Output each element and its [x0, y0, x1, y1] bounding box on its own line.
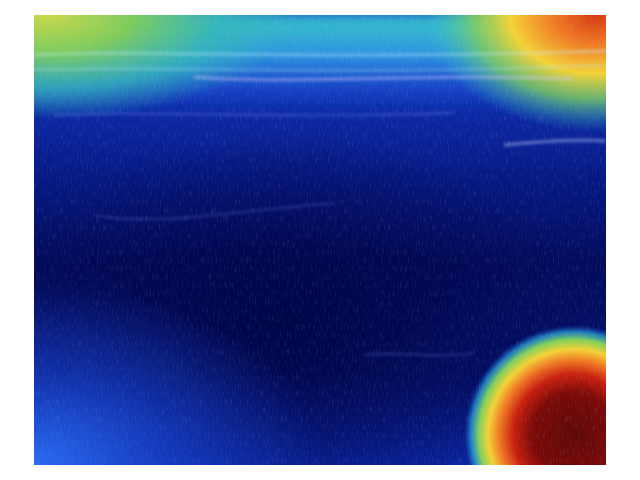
ultrasound-heatmap-image	[34, 15, 606, 465]
heatmap-canvas	[34, 15, 606, 465]
speckle-texture	[34, 15, 606, 465]
